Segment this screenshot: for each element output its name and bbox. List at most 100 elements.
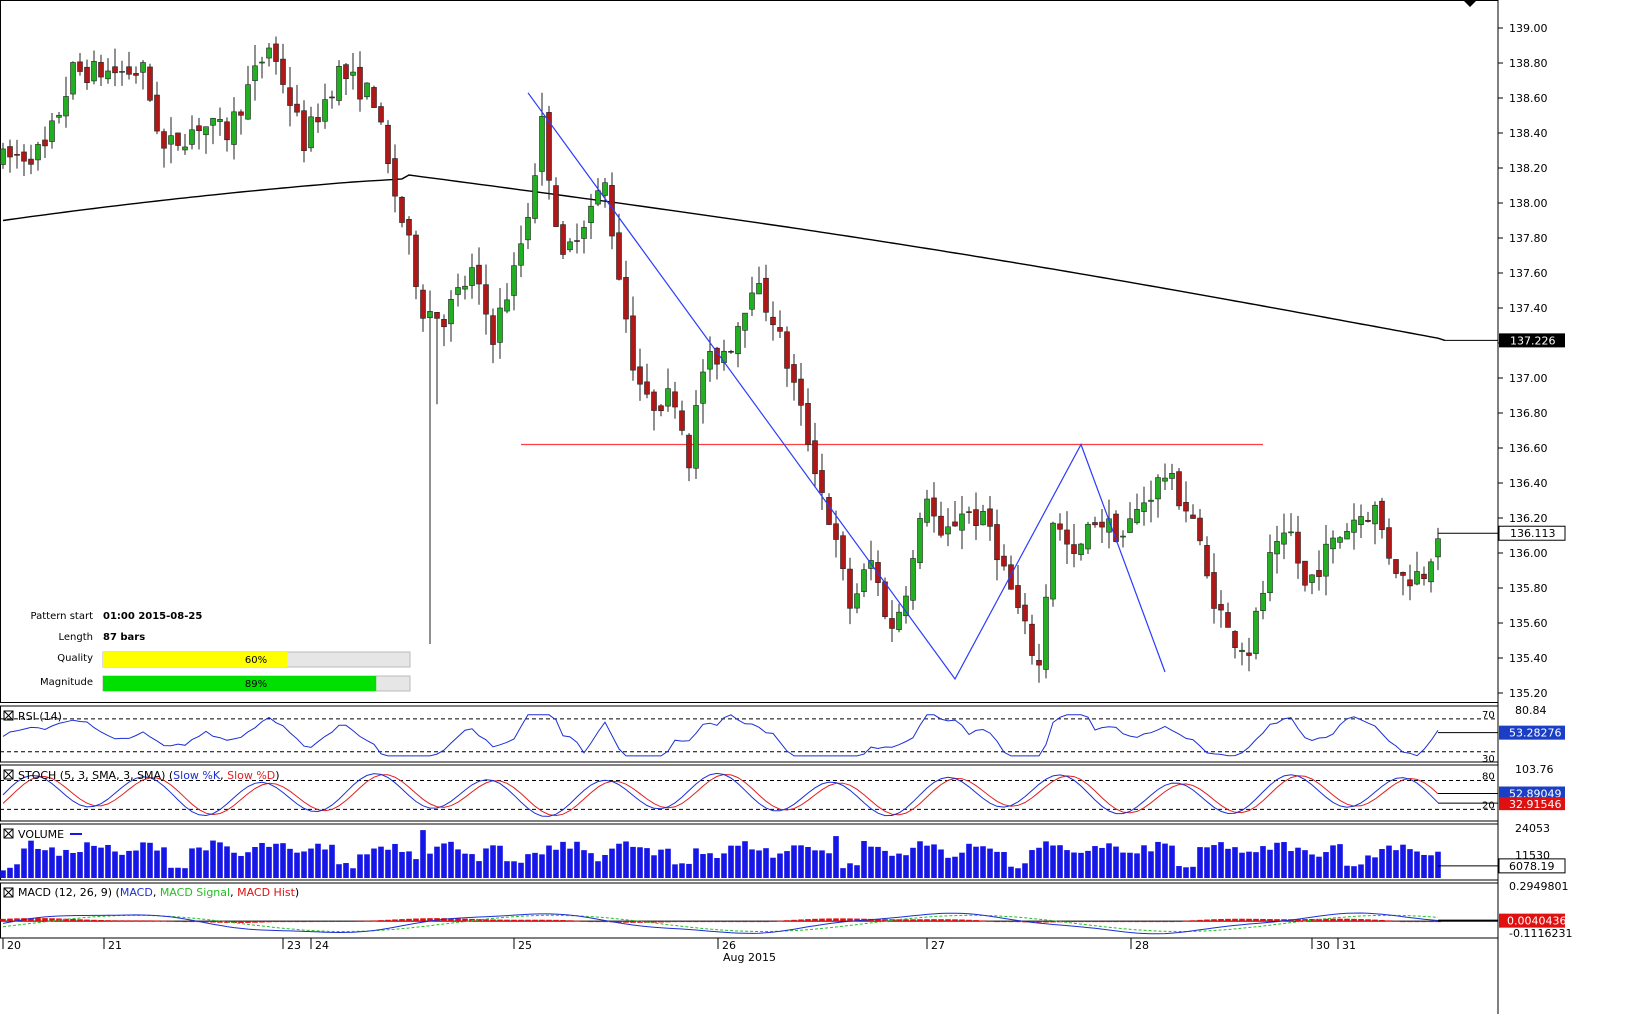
macd-hist-bar [1239, 918, 1245, 922]
volume-bar [868, 846, 874, 878]
macd-hist-bar [791, 919, 797, 922]
macd-hist-bar [406, 918, 412, 922]
candle-body [1232, 631, 1238, 648]
volume-bar [1022, 863, 1028, 878]
candle-body [0, 148, 6, 165]
candle-body [1337, 537, 1343, 543]
candle-body [1022, 604, 1028, 622]
volume-bar [28, 840, 34, 878]
volume-bar [623, 841, 629, 878]
volume-bar [980, 846, 986, 878]
volume-bar [378, 846, 384, 878]
macd-hist-bar [994, 921, 1000, 923]
macd-hist-bar [952, 919, 958, 922]
macd-hist-bar [637, 921, 643, 923]
volume-bar [1393, 850, 1399, 878]
x-tick-label: 20 [7, 939, 21, 952]
macd-hist-bar [469, 918, 475, 922]
macd-hist-bar [1218, 918, 1224, 922]
candle-body [1148, 499, 1154, 502]
candle-body [777, 327, 783, 332]
candle-body [14, 154, 20, 156]
volume-bar [266, 846, 272, 878]
ma-last-value-text: 137.226 [1510, 334, 1556, 347]
volume-bar [686, 863, 692, 878]
macd-hist-legend: MACD Hist [237, 886, 296, 899]
macd-hist-bar [1176, 921, 1182, 923]
macd-hist-bar [252, 921, 258, 923]
volume-bar [567, 848, 573, 878]
candle-body [959, 513, 965, 531]
macd-hist-bar [1330, 918, 1336, 922]
volume-bar [77, 852, 83, 878]
candle-body [791, 364, 797, 383]
candle-body [1155, 477, 1161, 500]
volume-bar [1141, 845, 1147, 878]
volume-bar [245, 852, 251, 878]
macd-hist-bar [777, 920, 783, 922]
candle-body [1407, 579, 1413, 587]
volume-bar [49, 847, 55, 878]
candle-body [133, 73, 139, 76]
volume-bar [994, 851, 1000, 878]
candle-body [539, 116, 545, 172]
volume-bar [1260, 846, 1266, 878]
macd-hist-bar [1043, 921, 1049, 923]
candle-body [49, 120, 55, 142]
volume-bar [343, 863, 349, 878]
volume-bar [938, 849, 944, 878]
volume-bar [1232, 847, 1238, 878]
macd-hist-bar [203, 921, 209, 923]
volume-bar [1183, 867, 1189, 878]
macd-hist-bar [126, 920, 132, 922]
candle-body [987, 508, 993, 527]
volume-bar [336, 864, 342, 878]
candle-body [1246, 652, 1252, 656]
candle-body [1414, 571, 1420, 585]
volume-bar [602, 855, 608, 878]
candle-body [1372, 504, 1378, 525]
macd-hist-bar [49, 918, 55, 922]
macd-hist-bar [966, 919, 972, 922]
candle-body [420, 289, 426, 319]
macd-hist-bar [392, 919, 398, 922]
rsi-top-tick: 80.84 [1515, 704, 1547, 717]
candle-body [1036, 660, 1042, 666]
macd-hist-bar [427, 918, 433, 922]
quality-value-text: 60% [245, 655, 267, 666]
macd-hist-bar [0, 918, 6, 922]
volume-bar [826, 853, 832, 878]
volume-bar [1302, 850, 1308, 878]
volume-bar [1386, 845, 1392, 878]
macd-hist-bar [532, 919, 538, 922]
macd-hist-bar [133, 920, 139, 922]
macd-hist-bar [1414, 921, 1420, 923]
macd-hist-bar [749, 921, 755, 923]
ma-last-value: 137.226 [1499, 333, 1565, 348]
volume-bar [1253, 852, 1259, 878]
macd-hist-bar [84, 919, 90, 922]
close-box-icon-x2 [3, 710, 14, 721]
close-box-icon-x2 [3, 828, 14, 839]
macd-hist-bar [987, 920, 993, 922]
volume-bar [1211, 845, 1217, 878]
volume-bar [714, 858, 720, 878]
candle-body [581, 227, 587, 239]
volume-bar [21, 848, 27, 878]
candle-body [952, 521, 958, 527]
volume-bar [973, 846, 979, 878]
volume-bar [546, 845, 552, 878]
macd-hist-bar [1204, 919, 1210, 922]
macd-hist-bar [595, 921, 601, 923]
volume-bar [259, 842, 265, 878]
volume-bar [1435, 851, 1441, 878]
candle-body [441, 318, 447, 328]
candle-body [1379, 500, 1385, 530]
stoch-top-tick: 103.76 [1515, 763, 1554, 776]
candle-body [182, 146, 188, 151]
macd-legend: MACD [120, 886, 153, 899]
stoch-d-last-bg [1499, 797, 1565, 811]
stoch-k-line [2, 772, 1439, 817]
macd-hist-bar [1316, 918, 1322, 922]
candle-body [896, 611, 902, 630]
